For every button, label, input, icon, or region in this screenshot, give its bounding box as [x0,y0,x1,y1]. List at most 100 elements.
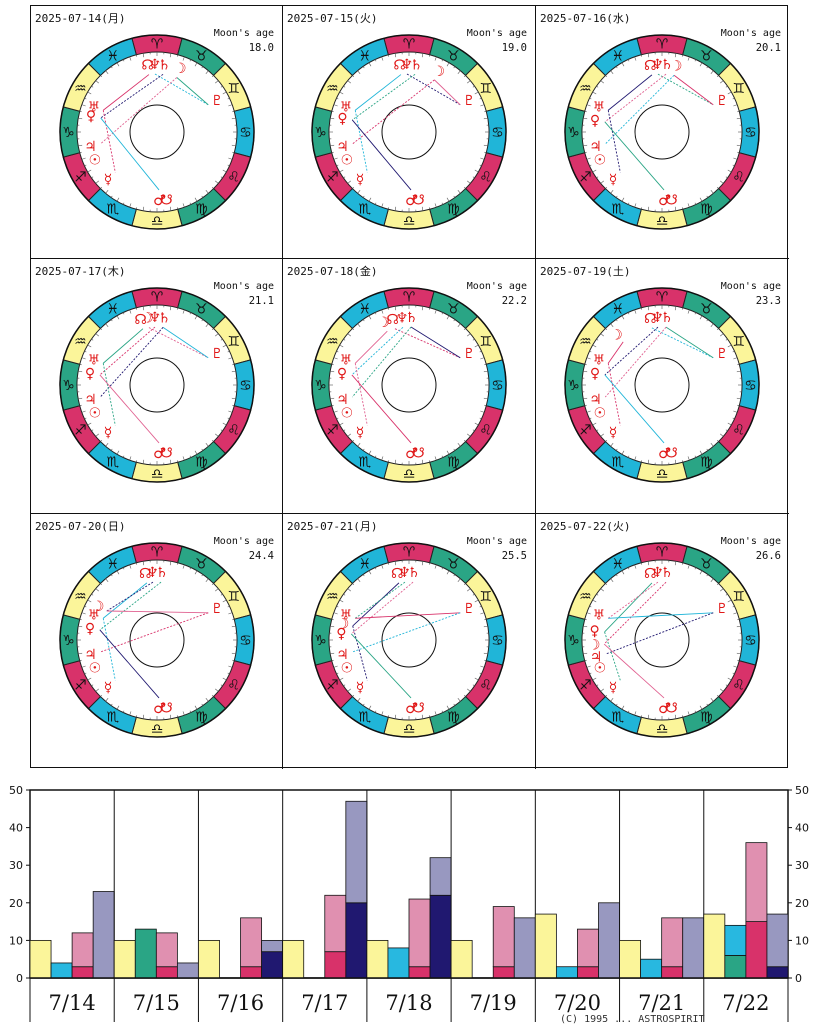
degree-tick [96,434,99,437]
degree-tick [442,711,443,713]
degree-tick [106,190,109,193]
degree-tick [348,181,351,184]
degree-tick [130,565,131,569]
degree-tick [688,456,689,460]
degree-tick [464,440,465,441]
y-tick-label: 20 [795,897,809,910]
zodiac-sign-glyph: ♌ [479,169,492,185]
bar-segment [177,963,198,978]
degree-tick [130,310,131,314]
zodiac-sign-glyph: ♋ [744,378,757,394]
degree-tick [352,583,353,584]
aspect-line [103,75,149,111]
bar-segment [325,895,346,951]
degree-tick [442,456,443,458]
degree-tick [711,698,714,701]
bar-segment [30,940,51,978]
degree-tick [348,81,351,84]
degree-tick [635,565,636,569]
zodiac-sign-glyph: ♌ [732,169,745,185]
degree-tick [206,698,209,701]
degree-tick [733,165,735,166]
zodiac-sign-glyph: ♒ [74,334,87,350]
degree-tick [111,449,112,451]
planet-glyph: ☉ [89,661,102,677]
zodiac-sign-glyph: ♐ [579,169,592,185]
degree-tick [628,711,629,713]
degree-tick [232,118,236,119]
degree-tick [215,434,218,437]
degree-tick [717,583,718,584]
degree-tick [358,324,361,327]
zodiac-sign-glyph: ♊ [227,334,240,350]
degree-tick [635,711,636,715]
degree-tick [340,423,343,425]
degree-tick [336,165,338,166]
degree-tick [593,600,596,602]
bar-segment [725,925,746,955]
degree-tick [228,158,232,159]
degree-tick [212,695,213,696]
degree-tick [183,203,184,207]
bar-segment [556,967,577,978]
degree-tick [484,626,488,627]
planet-glyph: ☋ [412,700,424,716]
degree-tick [733,358,737,359]
degree-tick [596,430,598,431]
y-tick-label: 30 [9,859,23,872]
zodiac-sign-glyph: ♎ [403,214,416,230]
planet-glyph: ☉ [89,406,102,422]
zodiac-sign-glyph: ♉ [447,48,460,64]
degree-tick [223,423,226,425]
degree-tick [605,75,606,76]
degree-tick [111,319,112,321]
degree-tick [130,57,131,61]
degree-tick [611,579,614,582]
degree-tick [111,574,112,576]
degree-tick [616,319,617,321]
degree-tick [728,345,731,347]
zodiac-sign-glyph: ♌ [227,169,240,185]
planet-glyph: ♄ [660,310,673,326]
degree-tick [382,711,383,715]
degree-tick [593,345,596,347]
degree-tick [336,673,338,674]
zodiac-sign-glyph: ♓ [611,48,624,64]
zodiac-sign-glyph: ♋ [491,633,504,649]
degree-tick [726,339,728,340]
aspect-line [351,582,413,634]
degree-tick [587,105,591,106]
zodiac-sign-glyph: ♊ [732,334,745,350]
zodiac-sign-glyph: ♓ [611,301,624,317]
aspect-line [608,363,620,425]
degree-tick [475,170,478,172]
zodiac-sign-glyph: ♐ [326,169,339,185]
degree-tick [601,589,604,592]
planet-glyph: ☿ [104,680,113,696]
degree-tick [228,613,232,614]
degree-tick [223,170,226,172]
degree-tick [358,71,361,74]
degree-tick [589,606,591,607]
degree-tick [88,423,91,425]
degree-tick [464,187,465,188]
planet-glyph: ☋ [160,445,172,461]
degree-tick [352,440,353,441]
degree-tick [223,600,226,602]
degree-tick [720,589,723,592]
degree-tick [480,418,482,419]
degree-tick [611,190,614,193]
bar-segment [662,918,683,967]
zodiac-sign-glyph: ♈ [403,290,416,306]
degree-tick [223,92,226,94]
degree-tick [675,561,676,565]
degree-tick [130,203,131,207]
degree-tick [467,589,470,592]
degree-tick [84,98,86,99]
degree-tick [190,567,191,569]
degree-tick [183,711,184,715]
degree-tick [596,86,598,87]
y-tick-label: 40 [795,822,809,835]
